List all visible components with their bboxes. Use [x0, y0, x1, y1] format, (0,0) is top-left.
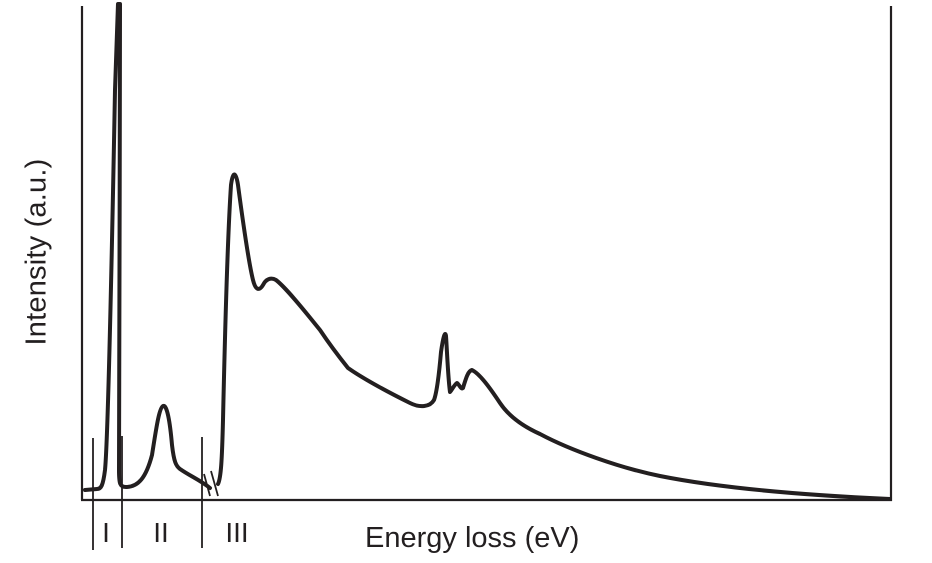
region-label-ii: II — [153, 517, 169, 548]
axis-break-mark-2 — [210, 470, 219, 497]
spectrum-core-loss — [216, 172, 892, 501]
spectrum-low-loss — [83, 2, 212, 492]
region-label-i: I — [102, 517, 110, 548]
region-label-iii: III — [225, 517, 249, 548]
x-axis-label: Energy loss (eV) — [365, 522, 580, 554]
y-axis-label: Intensity (a.u.) — [20, 158, 53, 346]
axis-break-mark-1 — [203, 473, 211, 497]
